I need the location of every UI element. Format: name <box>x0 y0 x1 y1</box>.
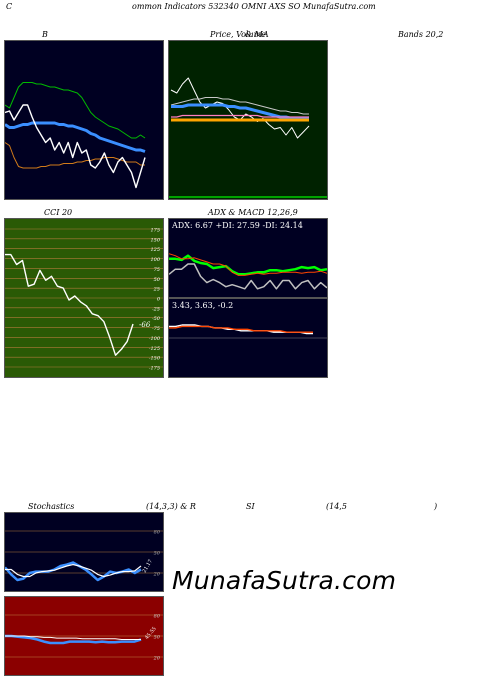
rsi-tick-label: 50 <box>154 635 161 641</box>
cci-series-cci <box>5 253 134 356</box>
cci-value-label: -66 <box>139 321 151 329</box>
price_ma-series-ma_3 <box>171 114 309 118</box>
label-adx-macd: ADX & MACD 12,26,9 <box>208 208 298 217</box>
label-b: B <box>42 30 48 39</box>
label-rsi-close: ) <box>434 502 438 511</box>
adx-series-+DI <box>169 254 327 276</box>
cci-tick-label: 75 <box>154 267 160 273</box>
label-rsi: SI <box>246 502 255 511</box>
label-stoch-params: (14,3,3) & R <box>146 502 196 511</box>
bollinger-panel <box>4 40 164 200</box>
cci-tick-label: 100 <box>150 257 160 263</box>
cci-tick-label: -75 <box>152 326 160 332</box>
price_ma-series-ma_1 <box>170 97 309 115</box>
cci-tick-label: -150 <box>149 356 161 362</box>
cci-tick-label: 175 <box>150 228 160 234</box>
stochastics-series-d <box>5 563 142 578</box>
label-rsi-params: (14,5 <box>326 502 347 511</box>
header-letter: C <box>6 2 13 11</box>
watermark: MunafaSutra.com <box>172 566 397 595</box>
label-stochastics: Stochastics <box>28 502 75 511</box>
label-bands: Bands 20,2 <box>398 30 444 39</box>
cci-tick-label: -125 <box>149 346 160 352</box>
cci-tick-label: -175 <box>149 366 160 372</box>
bollinger-chart <box>5 82 146 189</box>
label-price-volume: Price, Volume <box>210 30 266 39</box>
cci-tick-label: -25 <box>152 306 160 312</box>
label-ma: & MA <box>245 30 269 39</box>
stochastics-tick-label: 20 <box>153 572 161 578</box>
macd-values: 3.43, 3.63, -0.2 <box>172 301 234 310</box>
cci-panel: 175 150 125 100 75 50 25 0 -25 -50 -75 -100 -125 -150… <box>4 218 164 378</box>
rsi-series-rsi <box>5 634 142 645</box>
bollinger-series-lower <box>5 142 145 169</box>
cci-tick-label: 125 <box>150 247 160 253</box>
cci-chart: 175 150 125 100 75 50 25 0 -25 -50 -75 -100 -125 -150… <box>5 228 163 372</box>
adx-values: ADX: 6.67 +DI: 27.59 -DI: 24.14 <box>172 221 303 230</box>
bollinger-series-middle <box>5 121 146 153</box>
cci-tick-label: -50 <box>152 316 161 322</box>
stochastics-panel: 80 50 20 21.17 <box>4 512 164 592</box>
stoch-annotation: 21.17 <box>142 559 154 574</box>
stochastics-tick-label: 50 <box>154 551 161 557</box>
bollinger-series-upper <box>5 82 146 139</box>
macd-panel: 3.43, 3.63, -0.2 <box>168 298 328 378</box>
adx-series--DI <box>169 253 327 276</box>
cci-tick-label: 150 <box>150 237 160 243</box>
rsi-tick-label: 20 <box>153 656 161 662</box>
label-cci: CCI 20 <box>44 208 73 217</box>
stochastics-tick-label: 80 <box>154 530 161 536</box>
cci-tick-label: -100 <box>149 336 161 342</box>
cci-tick-label: 50 <box>154 277 161 283</box>
macd-chart <box>169 324 327 339</box>
adx-panel: ADX: 6.67 +DI: 27.59 -DI: 24.14 <box>168 218 328 298</box>
rsi-tick-label: 80 <box>154 614 161 620</box>
adx-series-ADX <box>169 263 327 290</box>
macd-series-signal <box>169 325 313 333</box>
bollinger-series-close <box>5 104 146 189</box>
cci-tick-label: 0 <box>157 297 161 303</box>
rsi-series-avg <box>5 635 141 640</box>
rsi-panel: 80 50 20 45.55 <box>4 596 164 676</box>
cci-tick-label: 25 <box>153 287 160 293</box>
price-ma-chart <box>169 77 327 198</box>
adx-chart <box>169 253 327 290</box>
price-ma-panel <box>168 40 328 200</box>
header-title: ommon Indicators 532340 OMNI AXS SO Muna… <box>132 2 376 11</box>
